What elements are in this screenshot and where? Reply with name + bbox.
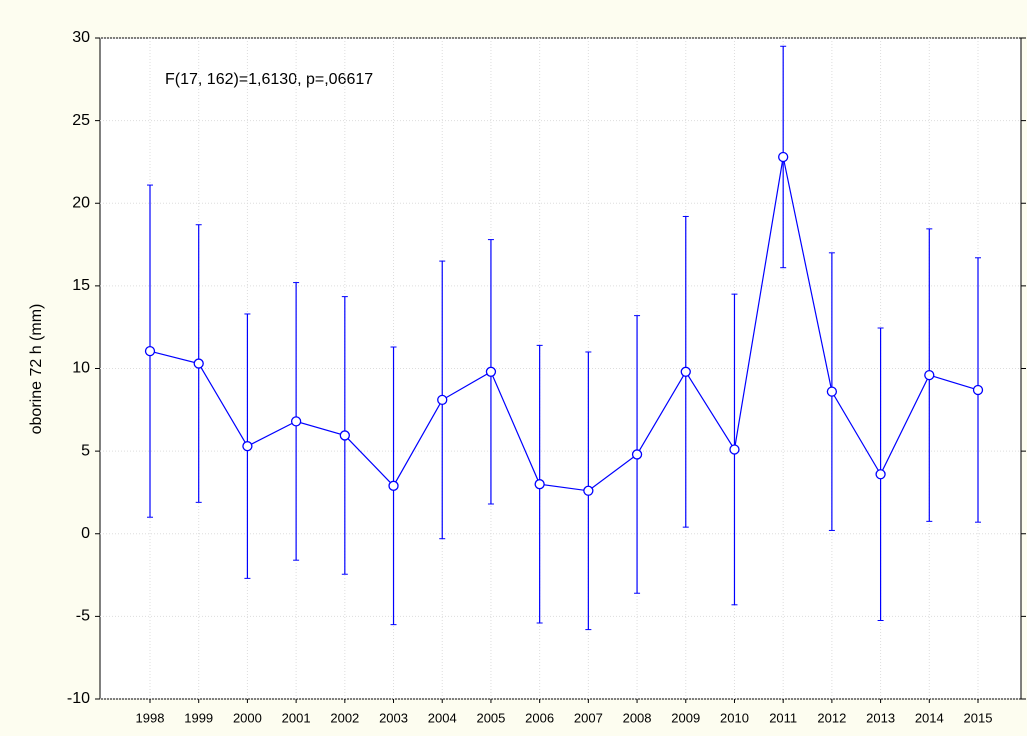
x-tick-label: 2005 [476, 710, 505, 725]
x-tick-label: 2004 [428, 710, 457, 725]
data-point [972, 384, 984, 396]
data-point [193, 358, 204, 369]
data-point [290, 416, 302, 427]
y-tick-label: 25 [72, 112, 90, 129]
y-tick-label: -5 [76, 608, 90, 625]
annotation: F(17, 162)=1,6130, p=,06617 [165, 71, 373, 88]
x-tick-label: 2002 [330, 710, 359, 725]
x-tick-label: 2001 [282, 710, 311, 725]
y-tick-label: 10 [72, 360, 90, 377]
data-point [680, 366, 691, 377]
x-tick-label: 2000 [233, 710, 262, 725]
x-tick-label: 2009 [671, 710, 700, 725]
y-tick-label: 0 [81, 525, 90, 542]
data-point [729, 444, 740, 455]
x-tick-label: 2015 [964, 710, 993, 725]
x-tick-label: 1999 [184, 710, 213, 725]
data-point [826, 386, 838, 397]
data-point [388, 480, 399, 491]
x-tick-label: 2014 [915, 710, 944, 725]
data-point [437, 394, 448, 406]
data-point [339, 430, 350, 441]
x-tick-label: 1998 [136, 710, 165, 725]
data-point [583, 485, 594, 496]
data-point [631, 449, 643, 460]
data-point [875, 469, 886, 480]
y-tick-label: -10 [67, 690, 90, 707]
y-tick-label: 30 [72, 29, 90, 46]
x-tick-label: 2006 [525, 710, 554, 725]
x-tick-label: 2012 [817, 710, 846, 725]
data-point [778, 151, 789, 163]
data-point [534, 479, 545, 490]
x-tick-label: 2011 [769, 710, 797, 725]
x-tick-label: 2007 [574, 710, 603, 725]
y-tick-label: 20 [72, 194, 90, 211]
x-tick-label: 2013 [866, 710, 895, 725]
y-axis-label: oborine 72 h (mm) [28, 304, 45, 435]
data-point [924, 369, 935, 381]
data-point [485, 366, 497, 377]
data-line [149, 156, 979, 492]
data-point [144, 345, 156, 357]
y-tick-label: 5 [81, 442, 90, 459]
x-tick-label: 2003 [379, 710, 408, 725]
y-tick-label: 15 [72, 277, 90, 294]
x-tick-label: 2008 [623, 710, 652, 725]
data-point [242, 441, 253, 452]
x-tick-label: 2010 [720, 710, 749, 725]
